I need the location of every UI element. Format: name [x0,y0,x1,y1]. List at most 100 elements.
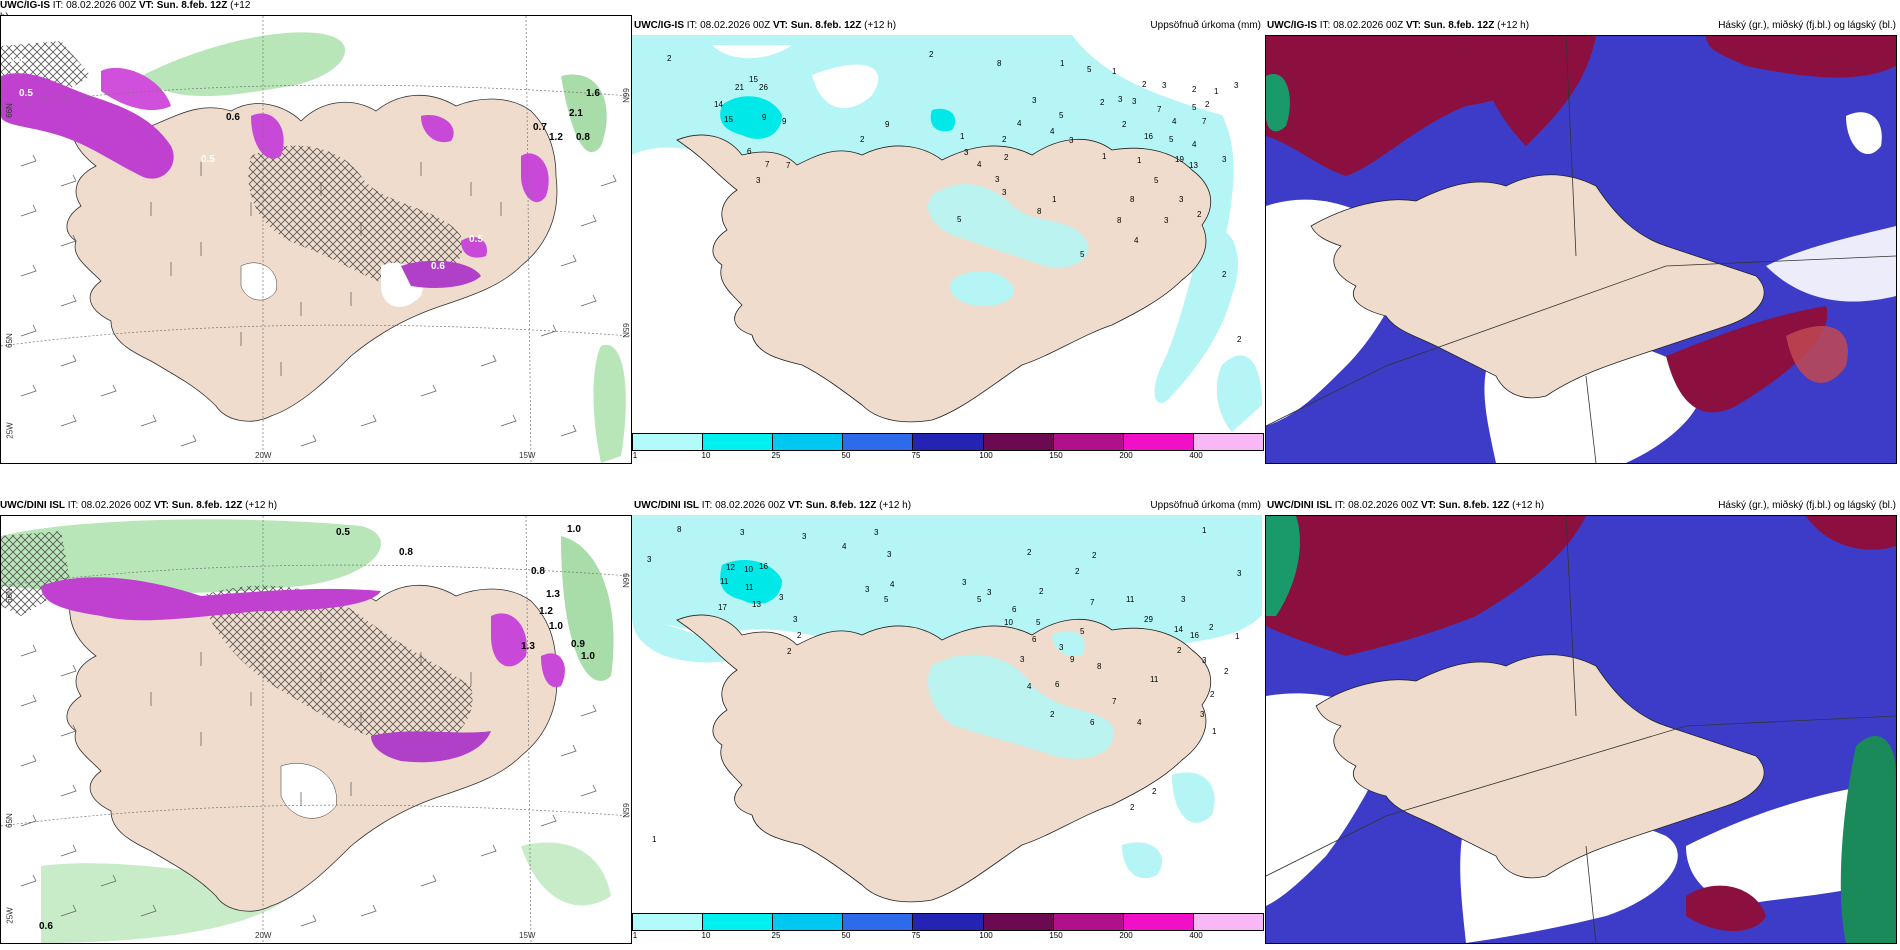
value-label: 1.6 [586,88,600,99]
map-svg [1,516,631,943]
precip-value: 3 [1179,195,1184,204]
value-label: 1.0 [549,621,563,632]
precip-magenta [1,73,174,179]
precip-value: 4 [1172,117,1177,126]
green-area [141,32,346,96]
precip-value: 10 [744,565,753,574]
precip-value: 3 [995,175,1000,184]
precip-value: 16 [1190,631,1199,640]
colorbar-swatch [633,914,704,930]
precip-value: 6 [1032,635,1037,644]
precip-value: 2 [860,135,865,144]
precip-value: 2 [787,647,792,656]
precip-magenta [41,577,381,621]
precip-value: 3 [865,585,870,594]
map-svg [1,16,631,463]
colorbar-ticks: 1 10 25 50 75 100 150 200 400 [632,451,1262,463]
value-label: 0.7 [533,122,547,133]
precip-value: 3 [793,615,798,624]
precip-value: 3 [647,555,652,564]
value-label: 0.9 [571,639,585,650]
precip-value: 2 [797,631,802,640]
precip-value: 3 [964,148,969,157]
map-frame: 8 3 3 3 4 3 3 2 2 1 3 12 11 11 10 16 13 … [632,515,1262,910]
precip-value: 8 [997,59,1002,68]
colorbar-swatch [1123,914,1194,930]
cloud-high [1266,516,1586,656]
precip-value: 1 [1202,526,1207,535]
precip-value: 2 [1222,270,1227,279]
precip-value: 1 [1214,87,1219,96]
colorbar-tick: 200 [1119,451,1133,460]
lat-label-left: 65N [4,333,14,348]
colorbar-tick: 400 [1189,451,1203,460]
precip-value: 3 [1118,95,1123,104]
lat-label-right: 66N [620,573,630,588]
lon-label-bottom: 15W [519,451,536,460]
precip-value: 1 [1212,727,1217,736]
precip-value: 4 [1192,140,1197,149]
colorbar-swatch [1123,434,1194,450]
value-label: 0.3 [9,54,23,65]
colorbar-swatch [1053,434,1124,450]
panel-right-title: Uppsöfnuð úrkoma (mm) [1150,500,1261,511]
precip-value: 2 [1004,153,1009,162]
precip-value: 14 [714,100,723,109]
panel-title: UWC/DINI ISL IT: 08.02.2026 00Z VT: Sun.… [634,500,912,511]
precip-value: 5 [1087,65,1092,74]
precip-value: 7 [1157,105,1162,114]
precip-value: 6 [747,147,752,156]
colorbar-tick: 75 [911,451,921,460]
colorbar-swatch [703,914,774,930]
precip-value: 3 [874,528,879,537]
precip-value: 2 [1152,787,1157,796]
colorbar-tick: 400 [1189,931,1203,940]
precip-value: 2 [1027,548,1032,557]
precip-value: 3 [802,532,807,541]
precip-value: 3 [1069,136,1074,145]
precip-value: 2 [1209,623,1214,632]
map-svg [632,35,1262,432]
precip-value: 1 [1052,195,1057,204]
precip-value: 6 [1090,718,1095,727]
panel-title: UWC/DINI ISL IT: 08.02.2026 00Z VT: Sun.… [1267,500,1545,511]
precip-value: 3 [1202,656,1207,665]
colorbar-tick: 50 [841,451,851,460]
colorbar-swatch [913,434,984,450]
precip-value: 2 [1177,646,1182,655]
precip-value: 8 [1037,207,1042,216]
precip-value: 3 [987,588,992,597]
precip-value: 3 [1132,97,1137,106]
value-label: 0.2 [279,96,293,107]
precip-value: 5 [1036,618,1041,627]
value-label: 1.3 [546,589,560,600]
precip-value: 21 [735,83,744,92]
colorbar-tick: 25 [771,451,781,460]
panel-title: UWC/IG-IS IT: 08.02.2026 00Z VT: Sun. 8.… [0,0,251,11]
map-frame [1265,35,1897,464]
colorbar-tick: 10 [701,931,711,940]
precip-value: 1 [1060,59,1065,68]
colorbar-tick: 10 [701,451,711,460]
iceland-land [66,94,558,422]
precip-value: 11 [745,583,754,592]
lon-label-bottom: 20W [255,931,272,940]
precip-value: 2 [1237,335,1242,344]
value-label: 0.6 [226,112,240,123]
precip-value: 4 [1027,682,1032,691]
colorbar-tick: 150 [1049,931,1063,940]
precip-value: 3 [1059,643,1064,652]
panel-right-title: Háský (gr.), miðský (fj.bl.) og lágský (… [1718,20,1896,31]
precip-value: 4 [1017,119,1022,128]
value-label: 0.5 [469,234,483,245]
colorbar-swatch [1053,914,1124,930]
precip-value: 16 [1144,132,1153,141]
precip-value: 3 [1237,569,1242,578]
precip-value: 3 [962,578,967,587]
panel-title: UWC/IG-IS IT: 08.02.2026 00Z VT: Sun. 8.… [1267,20,1530,31]
map-svg [1266,36,1896,463]
precip-value: 13 [1189,161,1198,170]
value-label: 1.0 [581,651,595,662]
precip-value: 3 [887,550,892,559]
iceland-land [1310,174,1765,399]
